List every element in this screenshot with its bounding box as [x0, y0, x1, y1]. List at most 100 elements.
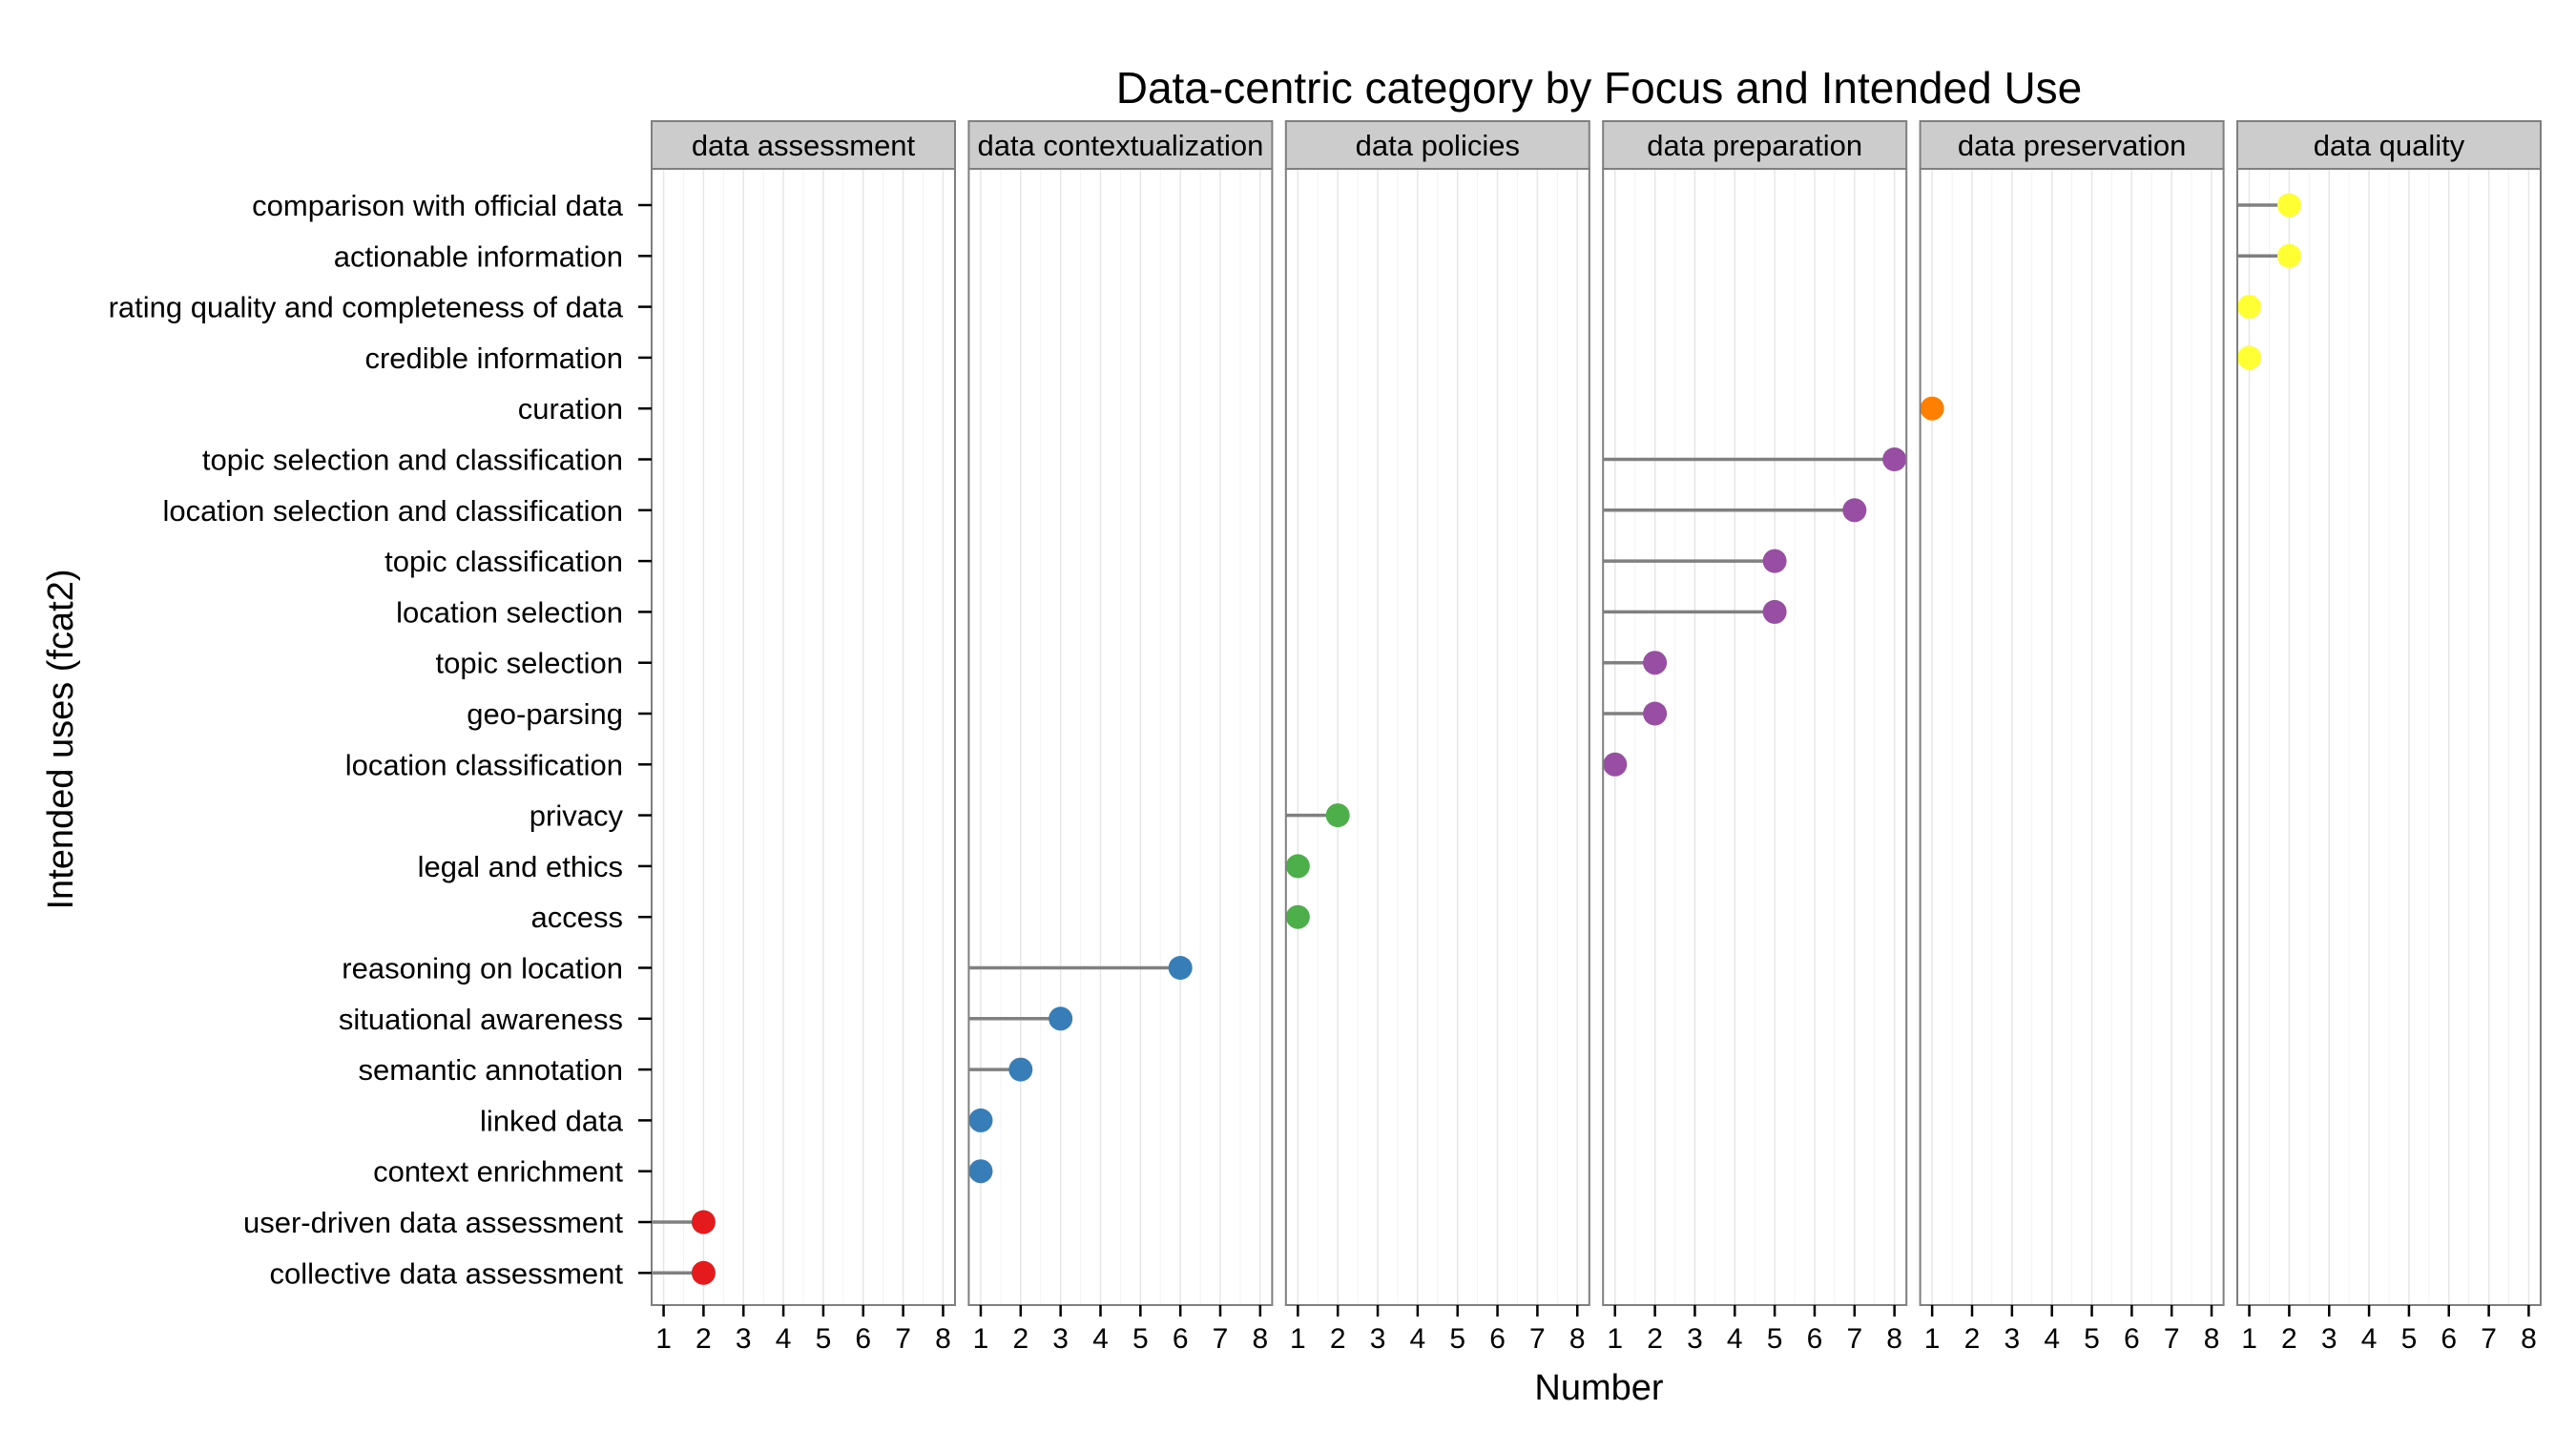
- data-point: [1325, 803, 1350, 828]
- x-tick-label: 2: [1012, 1323, 1028, 1355]
- x-tick-label: 4: [1410, 1323, 1426, 1355]
- panel-border: [967, 168, 1274, 1306]
- data-point: [968, 1108, 993, 1132]
- facet-strip-label: data contextualization: [977, 129, 1263, 162]
- y-tick-label: topic selection: [436, 647, 623, 680]
- x-tick-label: 7: [895, 1323, 911, 1355]
- x-tick-label: 3: [736, 1323, 752, 1355]
- frame-layer: data assessment data contextualization dat…: [651, 120, 2542, 1306]
- data-point: [691, 1260, 716, 1285]
- x-tick-label: 5: [2084, 1323, 2100, 1355]
- data-point: [1603, 752, 1628, 777]
- y-tick-label: location classification: [345, 748, 623, 781]
- data-point: [2276, 193, 2301, 218]
- x-tick-label: 3: [1370, 1323, 1386, 1355]
- x-tick-label: 8: [1569, 1323, 1586, 1355]
- x-tick-label: 3: [2321, 1323, 2337, 1355]
- facet-strip-label: data preservation: [1958, 129, 2187, 162]
- data-point: [2237, 295, 2262, 320]
- y-tick-label: privacy: [530, 799, 624, 833]
- x-tick-label: 8: [1886, 1323, 1902, 1355]
- y-tick-label: semantic annotation: [359, 1053, 623, 1087]
- x-tick-label: 2: [696, 1323, 712, 1355]
- point-layer: [691, 193, 2301, 1285]
- x-tick-label: 3: [2004, 1323, 2020, 1355]
- x-tick-label: 4: [1092, 1323, 1109, 1355]
- panel-border: [1602, 168, 1908, 1306]
- x-tick-label: 4: [776, 1323, 792, 1355]
- x-tick-label: 1: [973, 1323, 989, 1355]
- facet-strip-label: data quality: [2314, 129, 2465, 162]
- y-tick-label: topic selection and classification: [202, 444, 623, 477]
- data-point: [1842, 498, 1867, 523]
- x-tick-label: 1: [1290, 1323, 1306, 1355]
- x-tick-label: 4: [2044, 1323, 2060, 1355]
- y-tick-label: collective data assessment: [270, 1256, 624, 1290]
- facet-strip: [1284, 120, 1590, 170]
- x-tick-label: 6: [2124, 1323, 2140, 1355]
- x-tick-label: 1: [655, 1323, 672, 1355]
- data-point: [1008, 1057, 1033, 1082]
- data-point: [1762, 599, 1787, 624]
- data-point: [1643, 701, 1668, 726]
- chart-title: Data-centric category by Focus and Inten…: [1116, 63, 2083, 113]
- x-tick-label: 8: [935, 1323, 951, 1355]
- x-tick-label: 5: [1767, 1323, 1783, 1355]
- x-tick-label: 5: [1132, 1323, 1149, 1355]
- y-tick-label: linked data: [480, 1104, 624, 1137]
- grid-layer: [652, 169, 2541, 1305]
- x-tick-label: 2: [1330, 1323, 1346, 1355]
- x-tick-label: 3: [1687, 1323, 1703, 1355]
- y-tick-label: reasoning on location: [342, 952, 623, 985]
- x-tick-label: 8: [2521, 1323, 2537, 1355]
- x-tick-label: 8: [1253, 1323, 1269, 1355]
- x-tick-label: 6: [1173, 1323, 1189, 1355]
- x-tick-label: 1: [2241, 1323, 2257, 1355]
- x-tick-label: 2: [2281, 1323, 2297, 1355]
- x-tick-label: 6: [2441, 1323, 2457, 1355]
- y-tick-label: geo-parsing: [467, 697, 623, 731]
- y-tick-label: topic classification: [384, 545, 623, 578]
- facet-strip: [1919, 120, 2225, 170]
- data-point: [1643, 651, 1668, 675]
- x-tick-label: 7: [2164, 1323, 2180, 1355]
- y-tick-label: legal and ethics: [418, 850, 623, 883]
- x-tick-label: 2: [1647, 1323, 1663, 1355]
- x-tick-label: 4: [2361, 1323, 2378, 1355]
- facet-strip-label: data policies: [1356, 129, 1520, 162]
- facet-strip-label: data assessment: [692, 129, 916, 162]
- data-point: [1285, 904, 1310, 929]
- x-tick-label: 7: [1529, 1323, 1546, 1355]
- x-tick-label: 6: [1489, 1323, 1506, 1355]
- facet-strip: [967, 120, 1274, 170]
- x-tick-label: 4: [1727, 1323, 1743, 1355]
- y-tick-label: actionable information: [334, 239, 623, 273]
- y-tick-label: location selection and classification: [163, 494, 624, 528]
- x-tick-label: 2: [1964, 1323, 1981, 1355]
- x-tick-label: 1: [1607, 1323, 1623, 1355]
- x-tick-label: 5: [816, 1323, 832, 1355]
- segment-layer: [652, 203, 2290, 1275]
- x-tick-label: 7: [1846, 1323, 1862, 1355]
- y-tick-label: curation: [518, 392, 623, 425]
- panel-border: [651, 168, 956, 1306]
- data-point: [691, 1210, 716, 1234]
- data-point: [1762, 549, 1787, 573]
- x-tick-label: 6: [1807, 1323, 1823, 1355]
- facet-strip-label: data preparation: [1647, 129, 1862, 162]
- panel-border: [2236, 168, 2542, 1306]
- x-tick-label: 7: [1213, 1323, 1229, 1355]
- y-tick-label: rating quality and completeness of data: [109, 291, 624, 324]
- x-tick-label: 5: [1449, 1323, 1465, 1355]
- panel-border: [1284, 168, 1590, 1306]
- x-tick-label: 7: [2481, 1323, 2497, 1355]
- y-tick-label: context enrichment: [373, 1155, 623, 1189]
- x-axis-title: Number: [1534, 1368, 1663, 1408]
- data-point: [2276, 243, 2301, 268]
- data-point: [2237, 345, 2262, 370]
- data-point: [968, 1159, 993, 1184]
- data-point: [1882, 447, 1907, 471]
- panel-border: [1919, 168, 2225, 1306]
- data-point: [1285, 854, 1310, 879]
